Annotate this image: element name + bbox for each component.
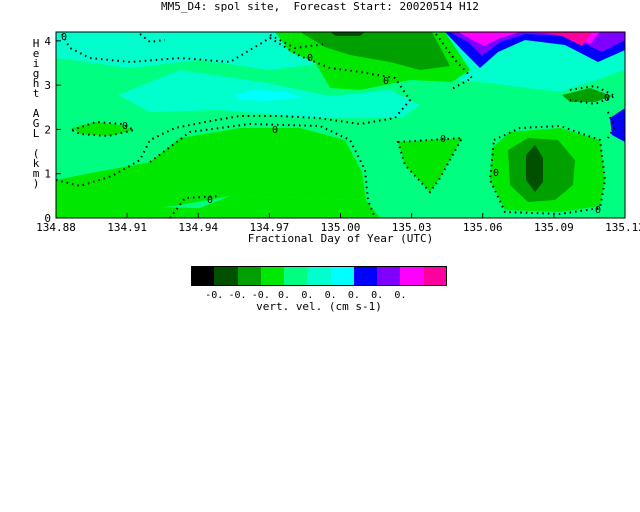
y-axis-label-char: t [32, 87, 40, 100]
colorbar-swatch [307, 266, 332, 286]
y-axis-label-char: i [32, 57, 40, 70]
colorbar-swatch [330, 266, 355, 286]
contour-line [488, 124, 607, 216]
contour-label: 0 [440, 134, 446, 145]
y-axis-label-char: A [32, 107, 40, 120]
contour-line [139, 33, 166, 44]
x-tick-label: 135.06 [463, 221, 503, 234]
contour-label: 0 [207, 195, 213, 206]
x-tick-label: 135.03 [392, 221, 432, 234]
contour-line [55, 33, 412, 188]
region-green-strip [56, 196, 380, 218]
colorbar-tick-label: 0. [301, 290, 314, 301]
y-tick-label: 4 [44, 35, 51, 48]
x-tick-label: 134.91 [107, 221, 147, 234]
colorbar-tick-label: 0. [394, 290, 407, 301]
contour-line [607, 111, 616, 139]
x-tick-label: 134.94 [178, 221, 218, 234]
x-tick-label: 134.88 [36, 221, 76, 234]
y-axis-label-char: ) [32, 177, 40, 190]
contour-fill [56, 32, 625, 218]
y-axis-label-char: G [32, 117, 40, 130]
region-dark-green-rightmid [562, 88, 612, 102]
y-axis: 0 1 2 3 4 [44, 35, 61, 225]
colorbar-tick-label: 0. [324, 290, 337, 301]
colorbar-swatch [214, 266, 239, 286]
x-tick-label: 135.00 [321, 221, 361, 234]
region-green-low [56, 128, 366, 214]
y-axis-label-char: H [32, 37, 40, 50]
y-axis-label-char: L [32, 127, 40, 140]
contour-line [435, 33, 474, 91]
region-green-left [72, 122, 134, 136]
y-axis-label-char: g [32, 67, 40, 80]
colorbar-swatch [400, 266, 425, 286]
y-axis-label-char: ( [32, 147, 40, 160]
contour-label: 0 [493, 168, 499, 179]
contour-line [569, 84, 618, 106]
region-dark-green-top [300, 32, 450, 70]
y-tick-label: 3 [44, 79, 51, 92]
contour-label: 0 [272, 125, 278, 136]
y-tick-label: 0 [44, 212, 51, 225]
colorbar-label: vert. vel. (cm s-1) [256, 300, 382, 313]
colorbar-swatch [237, 266, 262, 286]
y-axis-label-char: k [32, 157, 40, 170]
contour-labels: 0 0 0 0 0 0 0 0 0 0 [61, 32, 610, 216]
colorbar-swatch [423, 266, 448, 286]
colorbar-swatch [377, 266, 401, 286]
region-magenta-top [458, 32, 600, 46]
colorbar-tick-label: 0. [278, 290, 291, 301]
colorbar-tick-label: -0. [228, 290, 247, 301]
y-tick-label: 1 [44, 168, 51, 181]
y-axis-label-char: h [32, 77, 40, 90]
contour-label: 0 [307, 53, 313, 64]
colorbar-tick-label: -0. [205, 290, 224, 301]
zero-contours [55, 33, 618, 219]
region-blue-edge [610, 108, 625, 142]
y-tick-label: 2 [44, 123, 51, 136]
region-cyan-bright [235, 90, 302, 101]
contour-label: 0 [604, 93, 610, 104]
region-pink-top [540, 32, 592, 46]
colorbar-swatch [353, 266, 378, 286]
y-axis-label-char: e [32, 47, 40, 60]
contour-label: 0 [61, 32, 67, 43]
x-axis: 134.88 134.91 134.94 134.97 135.00 135.03 135.… [36, 213, 640, 234]
x-axis-label: Fractional Day of Year (UTC) [247, 232, 434, 245]
colorbar-frame [191, 266, 447, 286]
contour-label: 0 [122, 121, 128, 132]
y-axis-label-char: m [32, 167, 40, 180]
region-green-wedge [398, 138, 462, 192]
contour-line [269, 34, 326, 50]
colorbar-tick-label: 0. [371, 290, 384, 301]
colorbar-tick-label: 0. [347, 290, 360, 301]
x-tick-label: 135.09 [534, 221, 574, 234]
chart-title: MM5_D4: spol site, Forecast Start: 20020… [161, 0, 479, 13]
region-black-right [526, 145, 543, 192]
colorbar-swatch [260, 266, 285, 286]
region-black-top [330, 32, 365, 36]
colorbar-swatch [284, 266, 308, 286]
x-tick-label: 134.97 [250, 221, 290, 234]
contour-label: 0 [383, 76, 389, 87]
colorbar-tick-label: -0. [251, 290, 270, 301]
colorbar-swatch [191, 266, 215, 286]
contour-label: 0 [595, 205, 601, 216]
x-tick-label: 135.12 [605, 221, 640, 234]
